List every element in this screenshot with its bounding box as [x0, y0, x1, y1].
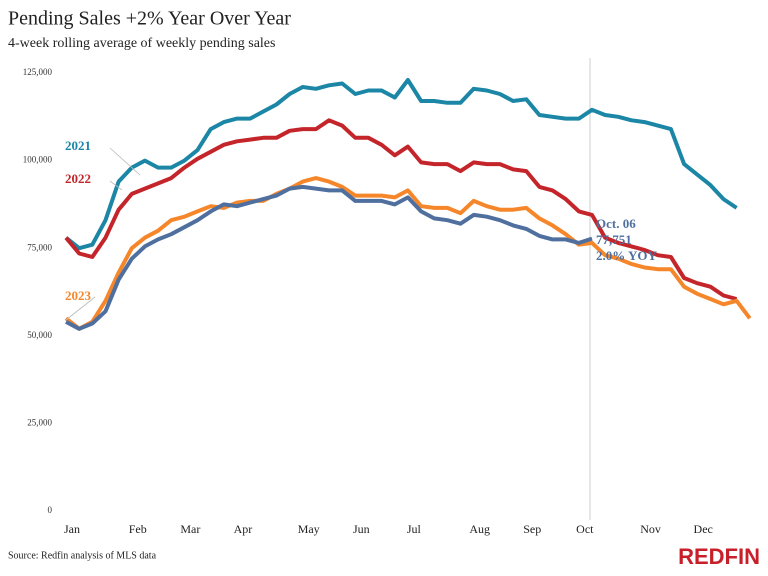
x-tick-label: Nov — [640, 522, 661, 536]
x-tick-label: Mar — [180, 522, 200, 536]
y-tick-label: 0 — [48, 505, 53, 515]
series-line — [64, 118, 738, 301]
source: Source: Redfin analysis of MLS data — [8, 550, 157, 561]
y-tick-label: 75,000 — [27, 242, 52, 252]
brand-logo: REDFIN — [678, 544, 760, 569]
x-tick-label: Apr — [234, 522, 253, 536]
series-label: 2021 — [65, 138, 91, 153]
x-tick-label: May — [298, 522, 320, 536]
x-tick-label: Oct — [576, 522, 594, 536]
series-line — [64, 78, 738, 251]
annotation: 2.0% YOY — [596, 248, 658, 263]
y-tick-label: 25,000 — [27, 417, 52, 427]
leader-line — [109, 180, 123, 191]
chart-subtitle: 4-week rolling average of weekly pending… — [8, 36, 275, 51]
annotation: Oct. 06 — [596, 216, 636, 231]
chart-title: Pending Sales +2% Year Over Year — [8, 8, 291, 30]
leader-line — [109, 147, 141, 176]
x-tick-label: Jun — [353, 522, 370, 536]
x-tick-label: Jul — [407, 522, 422, 536]
y-tick-label: 50,000 — [27, 330, 52, 340]
annotation: 77,751 — [596, 232, 632, 247]
x-tick-label: Feb — [129, 522, 147, 536]
y-tick-label: 125,000 — [23, 67, 53, 77]
series-label: 2022 — [65, 171, 91, 186]
series-label: 2023 — [65, 288, 92, 303]
x-tick-label: Jan — [64, 522, 80, 536]
x-tick-label: Sep — [523, 522, 541, 536]
x-tick-label: Aug — [469, 522, 490, 536]
x-tick-label: Dec — [694, 522, 713, 536]
series-line — [64, 176, 752, 331]
series-line — [65, 184, 593, 331]
y-tick-label: 100,000 — [23, 155, 53, 165]
leader-line — [65, 296, 96, 321]
